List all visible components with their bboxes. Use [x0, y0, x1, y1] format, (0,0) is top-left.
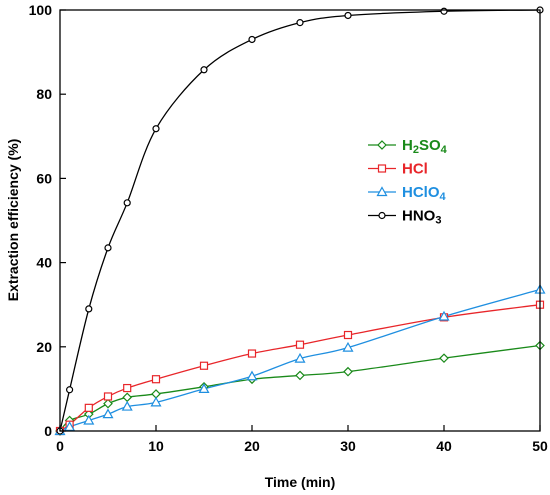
data-point-hclo4 [246, 370, 258, 381]
data-point-hno3 [123, 199, 131, 207]
data-point-hcl [247, 349, 257, 358]
y-tick-label: 40 [36, 255, 52, 271]
data-point-hcl [199, 361, 209, 370]
plot-frame [59, 9, 541, 432]
data-point-h2so4 [122, 392, 133, 403]
y-tick-label: 60 [36, 170, 52, 186]
x-tick-label: 30 [340, 438, 356, 454]
data-point-hclo4 [198, 383, 210, 393]
data-point-hno3 [296, 19, 304, 27]
curves-layer [59, 9, 541, 432]
data-point-h2so4 [343, 366, 353, 377]
data-point-hcl [123, 383, 132, 393]
data-point-hclo4 [102, 408, 114, 419]
data-point-hno3 [65, 386, 74, 394]
markers-layer [54, 6, 546, 436]
ticks-layer: 0 10 20 30 40 50 0 20 40 60 80 100 [29, 2, 548, 454]
data-point-hno3 [440, 7, 448, 15]
data-point-h2so4 [103, 398, 113, 409]
data-point-hcl [343, 330, 353, 340]
x-tick-label: 0 [56, 438, 64, 454]
data-point-hclo4 [64, 421, 76, 431]
data-point-hcl [151, 375, 161, 384]
data-point-hcl [295, 340, 305, 349]
y-tick-label: 20 [36, 339, 52, 355]
y-tick-label: 100 [29, 2, 53, 18]
x-tick-label: 20 [244, 438, 260, 454]
data-point-hno3 [85, 305, 93, 313]
data-point-hno3 [104, 244, 112, 252]
series-line-hno3 [59, 9, 541, 432]
data-point-h2so4 [439, 353, 449, 364]
data-point-hno3 [248, 35, 256, 44]
axes-layer [59, 9, 541, 432]
data-point-hno3 [152, 125, 160, 133]
series-line-hcl [59, 304, 541, 432]
legend-label-hcl: HCl [402, 161, 428, 178]
data-point-hno3 [200, 66, 208, 74]
x-axis-title: Time (min) [265, 474, 336, 490]
legend: H2SO4 HCl HClO4 HNO3 [368, 137, 448, 227]
data-point-hclo4 [83, 414, 95, 425]
y-tick-label: 80 [36, 86, 52, 102]
x-tick-label: 10 [148, 438, 164, 454]
legend-label-hclo4: HClO4 [402, 184, 447, 203]
legend-marker [377, 164, 387, 173]
x-tick-label: 40 [436, 438, 452, 454]
data-point-hclo4 [121, 400, 133, 411]
data-point-hcl [84, 403, 93, 412]
y-axis-title: Extraction efficiency (%) [5, 139, 21, 302]
y-tick-label: 0 [44, 423, 52, 439]
data-point-hclo4 [438, 310, 450, 321]
legend-label-hno3: HNO3 [402, 208, 441, 227]
legend-marker [376, 186, 388, 197]
legend-label-h2so4: H2SO4 [402, 137, 448, 156]
data-point-hclo4 [342, 341, 354, 352]
x-tick-label: 50 [532, 438, 548, 454]
data-point-hno3 [344, 11, 352, 20]
legend-marker [378, 211, 386, 220]
legend-marker [377, 140, 387, 150]
data-point-h2so4 [295, 370, 305, 381]
data-point-hclo4 [294, 352, 306, 363]
data-point-hclo4 [150, 396, 162, 407]
data-point-hcl [103, 392, 113, 401]
